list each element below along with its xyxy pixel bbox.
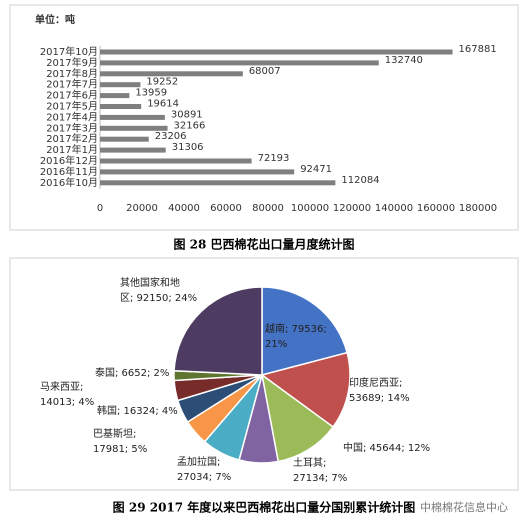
slice-label: 泰国; 6652; 2% <box>95 368 170 379</box>
value-label: 167881 <box>459 44 497 55</box>
slice-label: 土耳其; 27134; 7% <box>293 458 348 484</box>
slice-label: 印度尼西亚; 53689; 14% <box>349 378 410 404</box>
x-tick-label: 120000 <box>333 203 371 214</box>
bar <box>100 114 165 120</box>
y-tick-label: 2016年10月 <box>40 176 98 189</box>
value-label: 30891 <box>171 109 203 120</box>
y-tick-label: 2017年10月 <box>40 45 98 58</box>
x-tick-label: 20000 <box>126 203 158 214</box>
bar <box>100 136 149 142</box>
value-label: 72193 <box>258 153 290 164</box>
x-tick-label: 60000 <box>210 203 242 214</box>
value-label: 132740 <box>385 55 423 66</box>
y-tick-label: 2017年2月 <box>46 132 98 145</box>
value-label: 19252 <box>146 77 178 88</box>
x-tick-label: 80000 <box>252 203 284 214</box>
slice-label: 马来西亚; 14013; 4% <box>40 382 95 408</box>
bar <box>100 49 453 55</box>
bar <box>100 71 243 77</box>
slice-label: 其他国家和地 区; 92150; 24% <box>120 278 198 304</box>
value-label: 23206 <box>155 131 187 142</box>
watermark: 中棉棉花信息中心 <box>420 500 508 514</box>
x-tick-label: 40000 <box>168 203 200 214</box>
caption: 图 28 巴西棉花出口量月度统计图 <box>173 237 354 252</box>
x-tick-label: 140000 <box>375 203 413 214</box>
y-tick-label: 2017年4月 <box>46 110 98 123</box>
y-tick-label: 2016年11月 <box>40 165 98 178</box>
slice-label: 中国; 45644; 12% <box>343 443 431 454</box>
bar <box>100 60 379 66</box>
y-tick-label: 2017年5月 <box>46 100 98 113</box>
bar <box>100 104 142 109</box>
bar <box>100 180 336 186</box>
value-label: 31306 <box>172 142 204 153</box>
value-label: 112084 <box>341 175 379 186</box>
slice-label: 韩国; 16324; 4% <box>97 406 178 417</box>
value-label: 13959 <box>135 88 167 99</box>
value-label: 92471 <box>300 164 332 175</box>
pie-slice <box>173 286 263 376</box>
bar <box>100 125 168 131</box>
bar <box>100 169 295 175</box>
bar <box>100 158 252 164</box>
x-tick-label: 0 <box>97 203 103 214</box>
y-tick-label: 2017年1月 <box>46 143 98 156</box>
slice-label: 孟加拉国; 27034; 7% <box>177 457 232 483</box>
frame <box>9 4 519 231</box>
bar <box>100 93 130 99</box>
value-label: 32166 <box>174 120 206 131</box>
y-tick-label: 2017年3月 <box>46 121 98 134</box>
x-tick-label: 100000 <box>291 203 329 214</box>
frame <box>9 257 519 491</box>
bar <box>100 147 166 153</box>
value-label: 68007 <box>249 66 281 77</box>
slice-label: 越南; 79536; 21% <box>265 324 327 350</box>
y-tick-label: 2017年6月 <box>46 89 98 102</box>
slice-label: 巴基斯坦; 17981; 5% <box>93 429 148 455</box>
y-tick-label: 2016年12月 <box>40 154 98 167</box>
y-tick-label: 2017年9月 <box>46 56 98 69</box>
chart-title: 单位：吨 <box>35 13 75 26</box>
pie-slice <box>261 286 349 376</box>
caption: 图 29 2017 年度以来巴西棉花出口量分国别累计统计图 <box>113 500 416 515</box>
x-tick-label: 160000 <box>417 203 455 214</box>
pie-slice <box>260 373 335 463</box>
bar <box>100 82 141 88</box>
x-tick-label: 180000 <box>459 203 497 214</box>
value-label: 19614 <box>147 99 179 110</box>
y-tick-label: 2017年8月 <box>46 67 98 80</box>
pie-slice <box>260 351 351 428</box>
y-tick-label: 2017年7月 <box>46 78 98 91</box>
